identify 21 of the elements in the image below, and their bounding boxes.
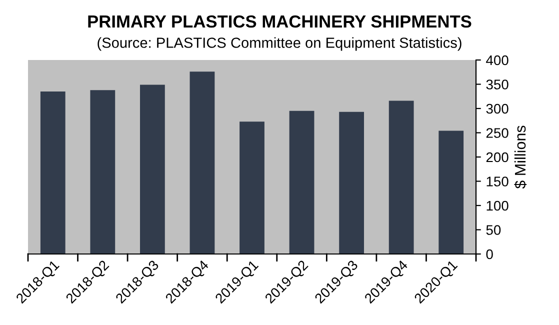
bar bbox=[40, 92, 66, 254]
y-tick-label: 50 bbox=[486, 225, 501, 235]
bar bbox=[190, 72, 215, 254]
y-tick-label: 300 bbox=[486, 104, 508, 114]
bar bbox=[388, 100, 414, 254]
bar bbox=[90, 90, 116, 254]
y-axis-title: $ Millions bbox=[514, 126, 527, 189]
y-tick-label: 350 bbox=[486, 80, 508, 90]
bar bbox=[289, 110, 314, 254]
y-tick-label: 250 bbox=[486, 128, 508, 138]
chart-subtitle: (Source: PLASTICS Committee on Equipment Statistics) bbox=[98, 37, 462, 51]
y-tick-label: 100 bbox=[486, 200, 508, 211]
y-tick-label: 0 bbox=[486, 249, 493, 260]
bar bbox=[438, 130, 464, 254]
chart-title: PRIMARY PLASTICS MACHINERY SHIPMENTS bbox=[88, 15, 472, 28]
y-tick-label: 200 bbox=[486, 152, 508, 162]
bar bbox=[140, 84, 165, 254]
bar bbox=[339, 112, 364, 254]
bar bbox=[240, 122, 264, 254]
y-tick-label: 400 bbox=[486, 55, 508, 66]
y-tick-label: 150 bbox=[486, 176, 508, 186]
